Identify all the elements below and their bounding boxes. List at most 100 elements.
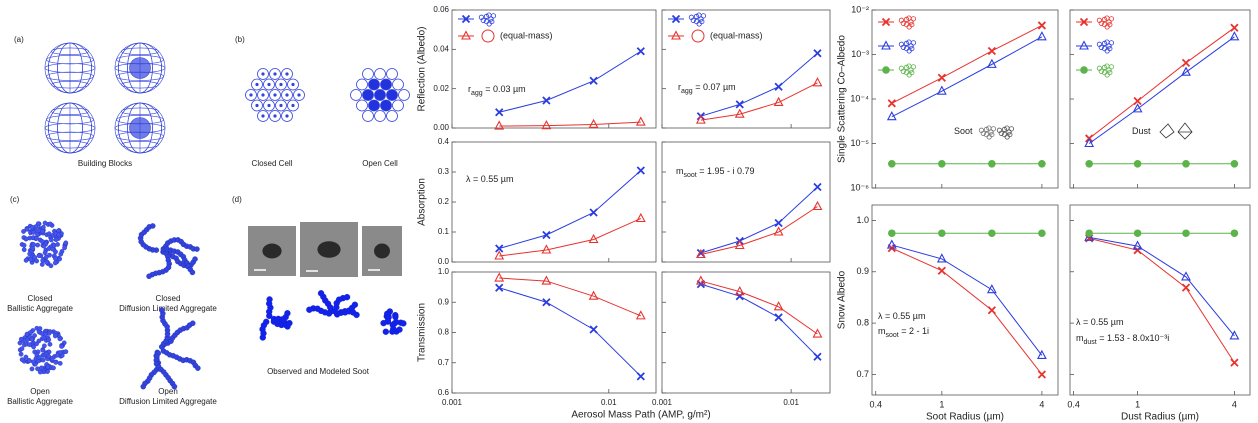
marker-circle [938, 159, 946, 168]
annotation-text: λ = 0.55 µm [1076, 317, 1123, 327]
monomer [27, 342, 33, 348]
marker-x [1230, 358, 1239, 367]
annotation-text: λ = 0.55 µm [466, 174, 513, 184]
sphere [44, 42, 96, 94]
icon-part [908, 19, 914, 25]
annotation-sub: soot [886, 332, 899, 339]
monomer [146, 273, 152, 280]
marker-triangle [461, 30, 471, 40]
monomer [29, 336, 35, 342]
plot-frame [661, 271, 831, 394]
aggregate [140, 307, 201, 390]
monomer [30, 359, 36, 365]
marker-triangle [494, 272, 505, 282]
monomer [140, 383, 146, 390]
marker-triangle [671, 30, 681, 40]
marker-triangle [1181, 66, 1191, 76]
monomer [18, 336, 24, 342]
monomer [23, 258, 29, 263]
aggregate [306, 290, 360, 319]
marker-circle [1182, 229, 1190, 238]
marker-x [636, 166, 645, 175]
monomer [27, 251, 33, 257]
marker-triangle [541, 244, 552, 254]
icon-part [1101, 21, 1108, 28]
legend-icon [898, 63, 917, 78]
cell [386, 89, 398, 101]
marker-triangle [1181, 271, 1191, 281]
cell-core [285, 114, 289, 118]
legend-label: (equal-mass) [710, 30, 763, 40]
monomer [34, 236, 39, 241]
cell-core [291, 103, 295, 108]
monomer [150, 223, 156, 229]
icon-part [1108, 40, 1115, 46]
monomer [21, 242, 27, 248]
monomer [24, 331, 30, 337]
marker-x [1230, 23, 1239, 32]
monomer [286, 319, 293, 327]
monomer [45, 364, 51, 370]
marker-circle [1085, 159, 1093, 168]
monomer [63, 240, 69, 246]
x-tick-label: 1 [939, 399, 944, 409]
marker-circle [1133, 229, 1142, 238]
marker-triangle [812, 200, 823, 211]
marker-triangle [1132, 240, 1143, 250]
x-tick-label: 0.01 [783, 398, 799, 407]
icon-part [1106, 43, 1112, 49]
icon-part [908, 43, 914, 49]
marker-circle [1230, 159, 1239, 168]
marker-triangle [734, 108, 745, 118]
plot-frame [451, 9, 657, 129]
cell-core [273, 72, 277, 76]
cell [398, 89, 410, 101]
cell-core [297, 93, 301, 97]
series-line [1089, 237, 1235, 363]
monomer [18, 351, 24, 357]
monomer [31, 344, 36, 350]
y-tick-label: 1.0 [856, 215, 869, 225]
monomer [53, 256, 58, 262]
monomer [50, 246, 56, 252]
meridian [118, 102, 162, 154]
marker-triangle [494, 120, 505, 130]
monomer [52, 333, 58, 339]
cell [263, 78, 275, 91]
x-tick-label: 0.4 [869, 399, 882, 409]
meridian [48, 102, 92, 154]
monomer [35, 242, 41, 248]
marker-x [1181, 58, 1191, 67]
cell [392, 78, 404, 91]
marker-circle [888, 159, 896, 168]
cell [362, 110, 374, 122]
monomer [52, 260, 58, 266]
meridian [48, 42, 92, 94]
cell [263, 99, 275, 112]
aggregate [17, 325, 69, 375]
monomer [47, 341, 53, 347]
series-line [1088, 36, 1235, 144]
sphere [114, 42, 166, 94]
soot-particle [317, 241, 341, 258]
cell [257, 110, 269, 122]
monomer [43, 332, 48, 337]
icon-part [1008, 126, 1015, 132]
monomer [40, 228, 45, 234]
marker-triangle [1079, 40, 1089, 50]
y-tick-label: 0.8 [856, 317, 869, 327]
annotation-text: = 1.53 - 8.0x10⁻³i [1097, 333, 1170, 343]
cell [368, 99, 380, 112]
series-line [700, 52, 818, 117]
marker-triangle [986, 284, 997, 294]
caption: Closed [28, 294, 53, 303]
cell [350, 89, 362, 101]
annotation: msoot = 2 - 1i [878, 326, 929, 338]
annotation: λ = 0.55 µm [878, 311, 925, 321]
icon-part [898, 65, 905, 71]
monomer [41, 243, 47, 249]
aggregate [380, 308, 407, 335]
annotation-sub: agg [471, 90, 483, 97]
cell-core [273, 93, 277, 97]
monomer [396, 326, 403, 333]
